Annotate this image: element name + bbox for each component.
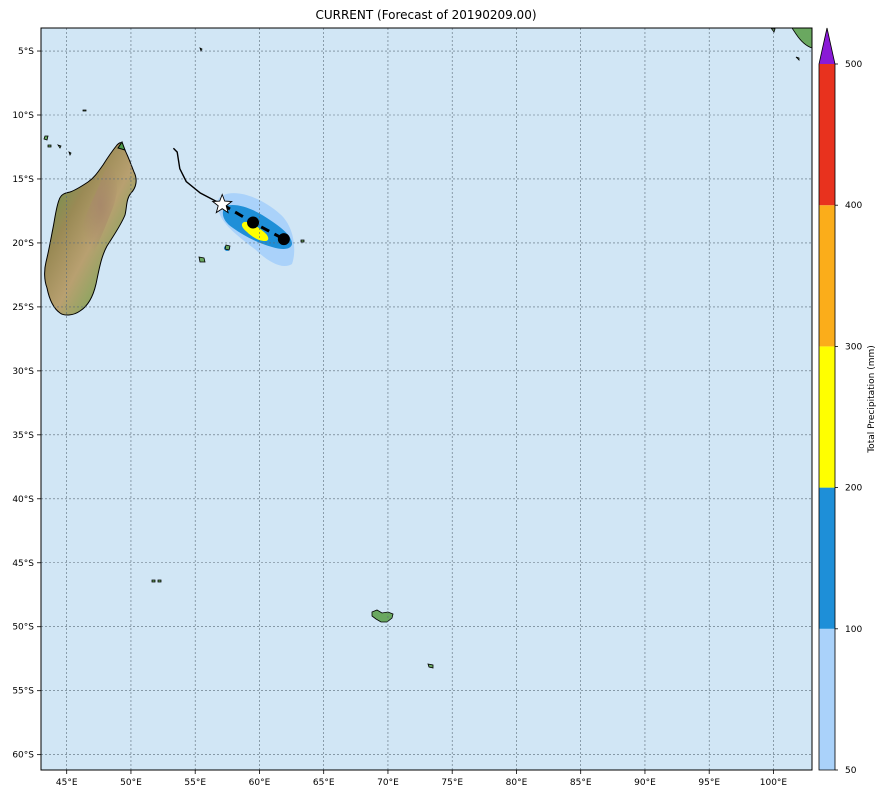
crozet-island (157, 579, 162, 583)
map-frame (40, 27, 813, 771)
colorbar-tick-label: 500 (845, 60, 862, 70)
lon-tick-label: 75°E (441, 778, 463, 788)
crozet-island (151, 579, 156, 583)
lat-tick-label: 45°S (12, 559, 34, 569)
colorbar-tick-label: 400 (845, 201, 862, 211)
lon-tick-label: 60°E (249, 778, 271, 788)
lat-tick-label: 5°S (18, 47, 34, 57)
reunion-island (198, 256, 206, 263)
colorbar: 50 100 200 300 400 500 (818, 27, 862, 776)
colorbar-segment (819, 205, 835, 347)
lon-tick-label: 55°E (184, 778, 206, 788)
lon-tick-label: 90°E (634, 778, 656, 788)
lat-tick-label: 25°S (12, 303, 34, 313)
seychelles-island (199, 47, 203, 53)
colorbar-segment (819, 487, 835, 629)
precip-200-300-area (241, 221, 269, 241)
lat-tick-label: 10°S (12, 111, 34, 121)
colorbar-tick-label: 300 (845, 342, 862, 352)
madagascar-highlands (75, 165, 118, 266)
colorbar-segment (819, 346, 835, 488)
colorbar-tick-label: 100 (845, 625, 862, 635)
lon-tick-label: 80°E (506, 778, 528, 788)
comoros-island (47, 144, 52, 148)
heard-island (427, 663, 434, 669)
lon-tick-label: 85°E (570, 778, 592, 788)
lon-tick-label: 45°E (56, 778, 78, 788)
colorbar-label: Total Precipitation (mm) (867, 345, 877, 454)
lat-tick-label: 55°S (12, 687, 34, 697)
forecast-position-marker (247, 216, 260, 229)
colorbar-tick-label: 200 (845, 484, 862, 494)
colorbar-tick-label: 50 (845, 766, 857, 776)
graticule (41, 28, 812, 770)
comoros-island (43, 135, 49, 141)
small-island-east (795, 56, 800, 61)
lat-tick-label: 40°S (12, 495, 34, 505)
lat-tick-label: 20°S (12, 239, 34, 249)
lat-tick-label: 30°S (12, 367, 34, 377)
lat-tick-label: 60°S (12, 751, 34, 761)
axis-labels: 45°E 50°E 55°E 60°E 65°E 70°E 75°E 80°E 85°E 90°E… (12, 47, 787, 788)
forecast-position-marker (277, 233, 290, 246)
colorbar-segment (819, 628, 835, 770)
lat-tick-label: 15°S (12, 175, 34, 185)
colorbar-segment (819, 64, 835, 206)
mayotte-island (68, 151, 72, 157)
mauritius-island (224, 244, 231, 251)
storm-tracks (172, 147, 290, 246)
madagascar-north-tip (117, 140, 126, 151)
lat-tick-label: 50°S (12, 623, 34, 633)
map-title: CURRENT (Forecast of 20190209.00) (315, 8, 537, 22)
ocean-background (41, 28, 812, 770)
atoll-island (82, 109, 87, 112)
lon-tick-label: 50°E (120, 778, 142, 788)
lon-tick-label: 65°E (313, 778, 335, 788)
observed-storm-track (172, 147, 223, 206)
lon-tick-label: 100°E (760, 778, 788, 788)
rodrigues-island (300, 239, 305, 243)
lon-tick-label: 70°E (377, 778, 399, 788)
small-islands (43, 28, 812, 669)
lat-tick-label: 35°S (12, 431, 34, 441)
colorbar-outline (818, 27, 836, 771)
lon-tick-label: 95°E (698, 778, 720, 788)
current-position-star-icon (211, 193, 233, 214)
colorbar-extend-arrow (819, 28, 835, 64)
comoros-island (57, 144, 62, 149)
